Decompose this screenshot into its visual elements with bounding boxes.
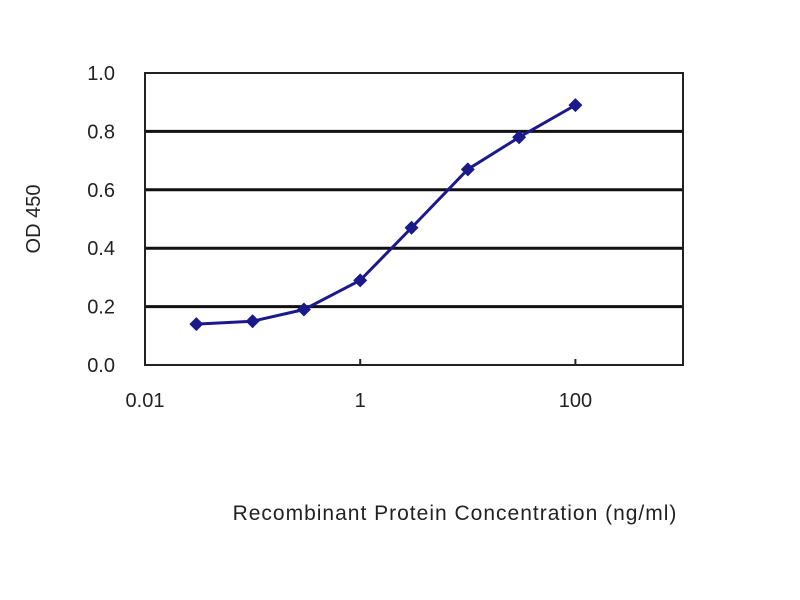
y-tick-label: 0.0 <box>87 355 115 377</box>
x-tick-label: 100 <box>559 390 592 412</box>
x-tick-label: 0.01 <box>126 390 165 412</box>
y-axis-ticks: 0.0 0.2 0.4 0.6 0.8 1.0 <box>87 63 115 377</box>
y-tick-label: 0.8 <box>87 121 115 143</box>
gridlines <box>145 129 683 309</box>
plot-area-frame <box>144 72 684 366</box>
data-point <box>245 314 260 329</box>
data-point <box>189 317 204 332</box>
data-point <box>353 273 368 288</box>
data-point <box>460 162 475 177</box>
data-point <box>296 302 311 317</box>
y-tick-label: 1.0 <box>87 63 115 85</box>
data-point <box>512 130 527 145</box>
y-tick-label: 0.6 <box>87 180 115 202</box>
data-point <box>404 220 419 235</box>
y-axis-label: OD 450 <box>23 185 45 254</box>
y-tick-label: 0.4 <box>87 238 115 260</box>
x-axis-ticks: 0.01 1 100 <box>126 359 592 412</box>
data-point <box>568 98 583 113</box>
x-tick-label: 1 <box>355 390 366 412</box>
x-axis-label: Recombinant Protein Concentration (ng/ml… <box>233 502 678 525</box>
y-tick-label: 0.2 <box>87 297 115 319</box>
series <box>189 98 583 332</box>
series-line <box>196 103 577 326</box>
